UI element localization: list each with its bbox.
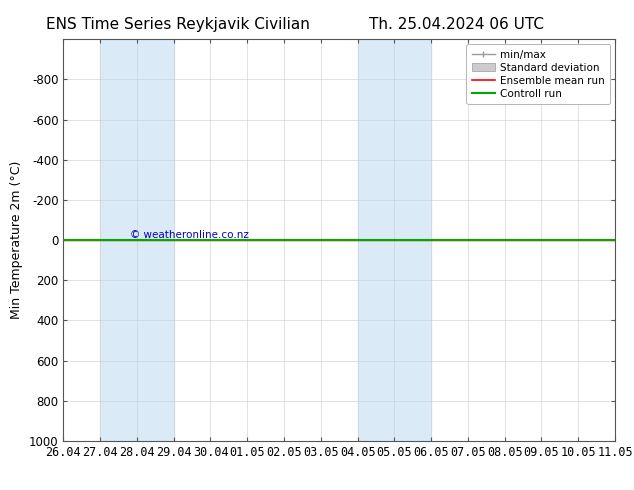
Bar bbox=[358, 39, 431, 441]
Bar bbox=[100, 39, 174, 441]
Text: © weatheronline.co.nz: © weatheronline.co.nz bbox=[129, 230, 249, 240]
Y-axis label: Min Temperature 2m (°C): Min Temperature 2m (°C) bbox=[10, 161, 23, 319]
Legend: min/max, Standard deviation, Ensemble mean run, Controll run: min/max, Standard deviation, Ensemble me… bbox=[467, 45, 610, 104]
Text: Th. 25.04.2024 06 UTC: Th. 25.04.2024 06 UTC bbox=[369, 17, 544, 32]
Text: ENS Time Series Reykjavik Civilian: ENS Time Series Reykjavik Civilian bbox=[46, 17, 309, 32]
